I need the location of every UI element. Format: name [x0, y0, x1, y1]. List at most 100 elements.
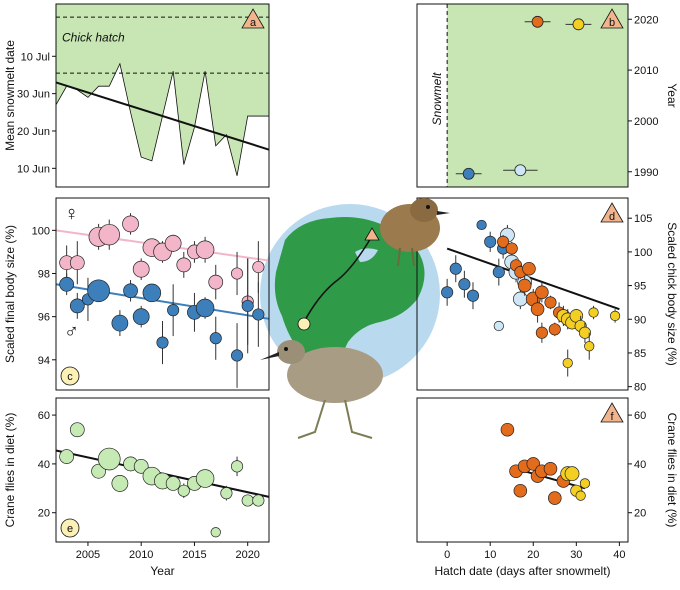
migration-route	[303, 235, 373, 323]
chick-point	[578, 326, 591, 339]
female-point	[176, 257, 192, 273]
x-tick-label: 40	[613, 549, 625, 561]
y-tick-label: 20	[38, 508, 50, 520]
chick-point	[548, 323, 561, 336]
globe-illustration	[260, 204, 440, 384]
x-tick-label: 2005	[76, 549, 100, 561]
x-tick-label: 2020	[235, 549, 259, 561]
y-axis-label: Year	[665, 83, 679, 107]
median-point	[462, 167, 475, 180]
x-axis-label: Year	[150, 564, 174, 578]
diet-point	[231, 460, 244, 473]
y-tick-label: 30 Jun	[17, 89, 50, 101]
male-point	[59, 276, 75, 292]
y-tick-label: 105	[634, 213, 652, 225]
y-tick-label: 100	[634, 247, 652, 259]
diet-point	[97, 447, 121, 471]
male-point	[209, 332, 222, 345]
female-point	[208, 274, 224, 290]
y-tick-label: 40	[634, 459, 646, 471]
chick-point	[512, 291, 528, 307]
diet-point	[69, 422, 85, 438]
median-point	[572, 18, 585, 31]
male-point	[132, 308, 150, 326]
chick-point	[544, 296, 557, 309]
panel-tag-letter: d	[609, 211, 615, 223]
chick-point	[466, 289, 480, 302]
diet-point	[177, 484, 190, 497]
triangle-marker	[364, 227, 380, 241]
female-point	[122, 215, 139, 233]
panel-tag-letter: a	[250, 17, 257, 29]
season-shading	[447, 4, 628, 187]
plot-frame	[55, 397, 270, 543]
chick-point	[609, 310, 621, 322]
female-symbol: ♀	[64, 203, 79, 225]
diet-point	[575, 490, 586, 501]
y-axis-label: Scaled final body size (%)	[3, 225, 17, 363]
diet-point	[526, 457, 541, 471]
y-tick-label: 40	[38, 459, 50, 471]
chick-point	[588, 307, 599, 318]
diet-point	[210, 527, 221, 538]
diet-point	[579, 478, 591, 489]
x-tick-label: 0	[444, 549, 450, 561]
chick-point	[530, 302, 545, 316]
diet-point	[241, 494, 254, 507]
migration-path	[297, 227, 380, 331]
female-point	[98, 223, 120, 246]
y-tick-label: 20 Jun	[17, 126, 50, 138]
panel-tag-circle	[60, 366, 80, 386]
diet-point	[564, 466, 580, 482]
chick-point	[458, 278, 471, 291]
chick-point	[535, 285, 549, 300]
diet-point	[548, 491, 562, 505]
diet-point	[59, 449, 75, 464]
y-tick-label: 2010	[634, 65, 658, 77]
y-tick-label: 10 Jun	[17, 163, 50, 175]
circle-marker	[297, 317, 311, 331]
chick-point	[562, 357, 573, 369]
male-point	[252, 308, 265, 321]
y-tick-label: 2000	[634, 116, 658, 128]
x-tick-label: 30	[570, 549, 582, 561]
male-point	[123, 283, 138, 299]
y-axis-label: Scaled chick body size (%)	[665, 222, 679, 365]
male-point	[231, 349, 244, 362]
female-point	[164, 234, 182, 252]
x-tick-label: 2015	[182, 549, 206, 561]
panel-tag-triangle	[241, 8, 265, 29]
male-point	[167, 304, 180, 317]
x-tick-label: 10	[484, 549, 496, 561]
panel-tag-triangle	[600, 402, 624, 423]
chick-point	[476, 219, 487, 231]
median-point	[531, 15, 544, 28]
y-tick-label: 100	[32, 225, 50, 237]
y-tick-label: 1990	[634, 167, 658, 179]
panel-tag-triangle	[600, 8, 624, 29]
female-point	[69, 255, 85, 271]
adult-shorebird-illustration	[260, 340, 383, 439]
panel-d: 80 85 90 95 100 105 Scaled chick body size (%)…	[416, 197, 679, 394]
y-axis-label: Crane flies in diet (%)	[665, 413, 679, 528]
female-point	[195, 240, 215, 260]
y-tick-label: 96	[38, 312, 50, 324]
diet-point	[543, 462, 558, 476]
diet-point	[165, 476, 181, 491]
trend-line	[446, 247, 620, 311]
diet-point	[133, 458, 149, 474]
panel-tag-triangle	[600, 202, 624, 223]
chick-point	[517, 278, 532, 293]
diet-point	[252, 494, 265, 507]
plot-frame	[416, 197, 629, 391]
diet-point	[513, 483, 528, 498]
chick-hatch-annotation: Chick hatch	[62, 30, 125, 44]
y-axis-label: Crane flies in diet (%)	[3, 413, 17, 528]
y-tick-label: 60	[38, 410, 50, 422]
male-point	[195, 298, 215, 318]
y-tick-label: 98	[38, 269, 50, 281]
panel-tag-circle	[60, 518, 80, 538]
trend-line	[55, 81, 270, 151]
panel-tag-letter: e	[67, 523, 73, 535]
female-point	[252, 260, 265, 274]
